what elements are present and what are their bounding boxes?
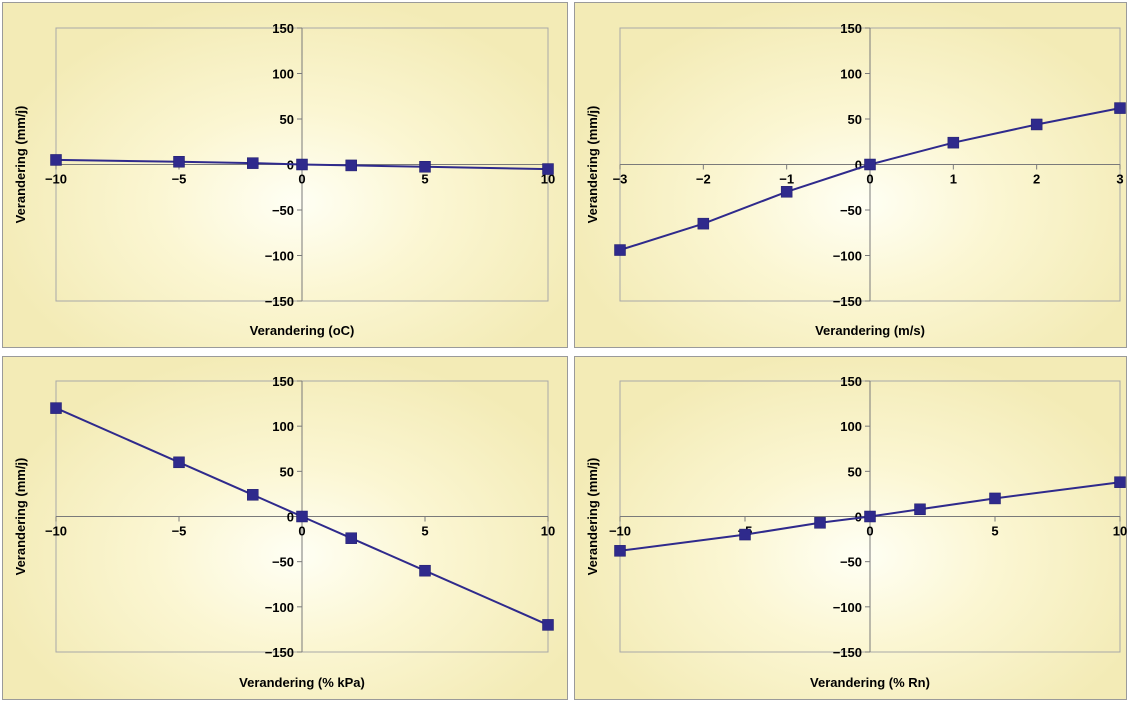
x-tick-label: 5 <box>421 524 428 539</box>
y-tick-label: 0 <box>855 158 862 173</box>
y-tick-label: −150 <box>833 645 862 660</box>
y-axis-title: Verandering (mm/j) <box>13 458 28 576</box>
y-tick-label: 50 <box>848 464 862 479</box>
y-tick-label: 150 <box>272 21 294 36</box>
y-tick-label: −150 <box>265 645 294 660</box>
y-tick-label: −100 <box>833 600 862 615</box>
data-point <box>697 217 710 230</box>
x-axis-title: Verandering (% Rn) <box>810 675 930 690</box>
data-point <box>296 510 308 523</box>
x-tick-label: −2 <box>696 172 711 187</box>
x-tick-label: 5 <box>991 524 998 539</box>
data-point <box>780 186 793 198</box>
x-tick-label: −5 <box>172 524 187 539</box>
x-tick-label: 0 <box>298 172 305 187</box>
x-tick-label: 0 <box>866 524 873 539</box>
chart-panel-temperature: −10 −5 0 5 10 −150 −100 −50 50 100 150 0 Verandering… <box>2 2 568 348</box>
x-tick-label: 0 <box>866 172 873 187</box>
y-tick-label: −50 <box>840 203 862 218</box>
chart-net-radiation: −10−50510−150−100−50501001500Verandering… <box>585 374 1127 690</box>
data-point <box>614 244 626 256</box>
x-tick-label: −3 <box>613 172 628 187</box>
y-tick-label: 0 <box>287 510 294 525</box>
chart-panel-net-radiation: −10−50510−150−100−50501001500Verandering… <box>574 356 1127 700</box>
chart-wind-speed: −3 −2 −1 0 1 2 3 −150 −100 −50 50 100 150 0 Veranderin… <box>585 21 1126 338</box>
x-tick-label: −10 <box>609 524 631 539</box>
data-point <box>989 492 1001 505</box>
data-point <box>50 402 62 414</box>
data-point <box>914 503 926 516</box>
data-point <box>419 161 431 173</box>
y-tick-label: −100 <box>265 249 294 264</box>
data-point <box>247 489 259 501</box>
y-tick-label: −50 <box>272 203 294 218</box>
data-point <box>50 154 62 166</box>
y-tick-label: 150 <box>840 21 862 36</box>
y-tick-label: 100 <box>272 419 294 434</box>
chart-vapour-pressure: −10 −5 0 5 10−150−100−50501001500Verandering… <box>13 374 555 690</box>
y-axis-title: Verandering (mm/j) <box>13 106 28 224</box>
x-tick-label: −10 <box>45 172 67 187</box>
x-axis-title: Verandering (m/s) <box>815 323 925 338</box>
y-tick-label: 150 <box>840 374 862 389</box>
x-tick-label: 3 <box>1116 172 1123 187</box>
y-tick-label: 100 <box>840 67 862 82</box>
data-point <box>1114 102 1126 114</box>
y-tick-label: −100 <box>833 249 862 264</box>
x-tick-label: 10 <box>541 172 555 187</box>
y-tick-label: 50 <box>280 464 294 479</box>
data-point <box>345 159 357 172</box>
data-point <box>247 157 259 169</box>
y-tick-label: −100 <box>265 600 294 615</box>
data-point <box>296 158 308 171</box>
data-point <box>1114 476 1126 488</box>
x-tick-label: 10 <box>1113 524 1127 539</box>
y-axis-title: Verandering (mm/j) <box>585 106 600 224</box>
x-axis-title: Verandering (% kPa) <box>239 675 365 690</box>
data-point <box>542 619 554 631</box>
x-axis-title: Verandering (oC) <box>250 323 355 338</box>
y-tick-label: 100 <box>840 419 862 434</box>
data-point <box>739 528 751 541</box>
y-tick-label: 150 <box>272 374 294 389</box>
y-tick-label: −50 <box>840 555 862 570</box>
y-tick-label: 50 <box>848 112 862 127</box>
x-tick-label: 2 <box>1033 172 1040 187</box>
data-point <box>947 136 960 149</box>
y-tick-label: −150 <box>265 294 294 309</box>
x-tick-label: 10 <box>541 524 555 539</box>
data-point <box>419 564 431 577</box>
chart-temperature: −10 −5 0 5 10−150−100−50501001500Verandering… <box>13 21 555 338</box>
data-point <box>814 517 826 529</box>
y-axis-title: Verandering (mm/j) <box>585 458 600 576</box>
data-point <box>1030 118 1043 131</box>
x-tick-label: −10 <box>45 524 67 539</box>
chart-panel-vapour-pressure: −10 −5 0 5 10 −150 −100 −50 50 100 150 0 Verandering… <box>2 356 568 700</box>
chart-panel-wind-speed: −3 −2 −1 0 1 2 3 −150 −100 −50 50 100 150 0 Veranderin… <box>574 2 1127 348</box>
x-tick-label: −5 <box>172 172 187 187</box>
data-point <box>345 532 357 544</box>
data-point <box>864 158 876 171</box>
x-tick-label: 1 <box>950 172 957 187</box>
y-tick-label: −50 <box>272 555 294 570</box>
y-tick-label: 50 <box>280 112 294 127</box>
x-tick-label: 5 <box>421 172 428 187</box>
data-point <box>614 545 626 557</box>
y-tick-label: −150 <box>833 294 862 309</box>
data-point <box>864 510 876 523</box>
data-point <box>173 156 185 168</box>
y-tick-label: 100 <box>272 67 294 82</box>
data-point <box>542 163 554 175</box>
x-tick-label: −1 <box>779 172 794 187</box>
x-tick-label: 0 <box>298 524 305 539</box>
data-point <box>173 456 185 469</box>
